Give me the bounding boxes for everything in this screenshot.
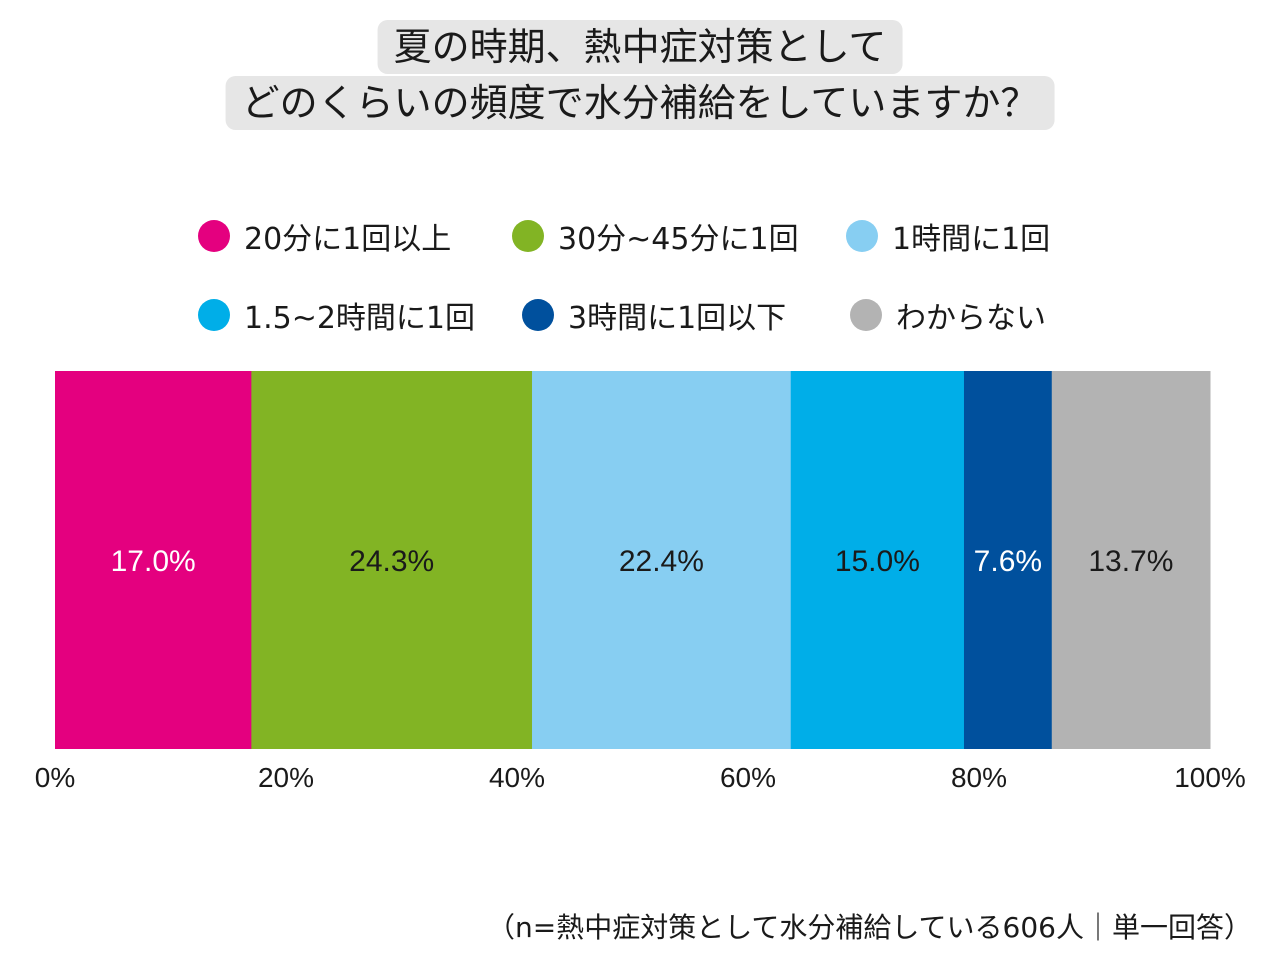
bar-segment-1 [55, 371, 252, 749]
legend-swatch-5 [522, 299, 554, 331]
bar-segment-5 [963, 371, 1053, 749]
bar-segment-6 [1051, 371, 1211, 749]
legend-swatch-6 [850, 299, 882, 331]
bar-segment-3 [532, 371, 792, 749]
legend-swatch-2 [512, 220, 544, 252]
legend-item-5: 3時間に1回以下 [522, 295, 787, 336]
x-tick-label-5: 100% [1174, 762, 1246, 793]
data-label-3: 22.4% [619, 545, 704, 578]
data-label-5: 7.6% [974, 545, 1042, 578]
data-label-1: 17.0% [111, 545, 196, 578]
legend-label-1: 20分に1回以上 [244, 222, 452, 257]
legend-item-3: 1時間に1回 [846, 216, 1051, 257]
x-tick-label-1: 20% [258, 762, 314, 793]
data-label-2: 24.3% [349, 545, 434, 578]
legend-swatch-4 [198, 299, 230, 331]
footnote: （n=熱中症対策として水分補給している606人｜単一回答） [487, 911, 1252, 944]
legend-label-6: わからない [896, 301, 1046, 336]
legend: 20分に1回以上 30分~45分に1回 1時間に1回 1.5~2時間に1回 3時… [0, 0, 1280, 340]
chart-title-line-1: 夏の時期、熱中症対策として [377, 20, 903, 74]
legend-label-3: 1時間に1回 [892, 222, 1051, 257]
legend-label-4: 1.5~2時間に1回 [244, 301, 476, 336]
legend-swatch-3 [846, 220, 878, 252]
legend-item-1: 20分に1回以上 [198, 216, 452, 257]
bar-segment-2 [251, 371, 533, 749]
legend-label-2: 30分~45分に1回 [558, 222, 799, 257]
legend-item-6: わからない [850, 295, 1046, 336]
legend-item-2: 30分~45分に1回 [512, 216, 799, 257]
legend-item-4: 1.5~2時間に1回 [198, 295, 476, 336]
bar-segment-4 [790, 371, 965, 749]
legend-swatch-1 [198, 220, 230, 252]
x-tick-label-2: 40% [489, 762, 545, 793]
x-tick-label-3: 60% [720, 762, 776, 793]
data-label-4: 15.0% [835, 545, 920, 578]
stacked-bar-chart: 17.0% 24.3% 22.4% 15.0% 7.6% 13.7% 0% 20% 40% 60%… [35, 371, 1246, 793]
legend-label-5: 3時間に1回以下 [568, 301, 787, 336]
chart-title-line-2: どのくらいの頻度で水分補給をしていますか？ [225, 76, 1055, 130]
data-label-6: 13.7% [1088, 545, 1173, 578]
x-tick-label-4: 80% [951, 762, 1007, 793]
x-tick-label-0: 0% [35, 762, 75, 793]
